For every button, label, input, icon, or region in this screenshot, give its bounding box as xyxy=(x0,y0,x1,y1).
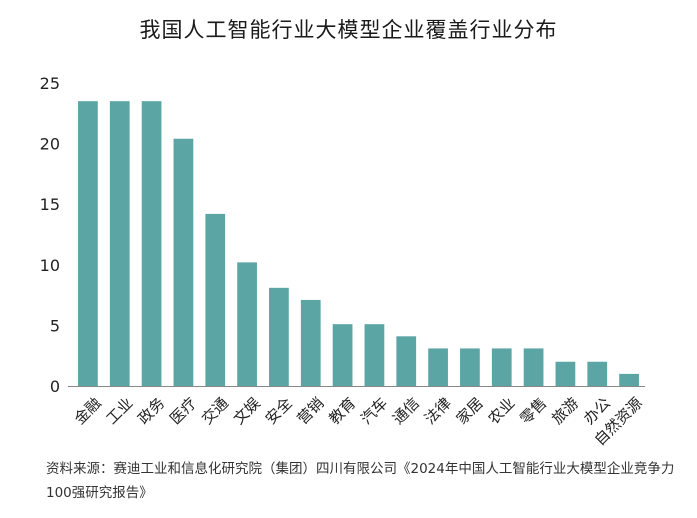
bar-营销 xyxy=(300,299,321,386)
y-tick-label: 5 xyxy=(50,316,60,335)
bar-金融 xyxy=(78,101,98,387)
bar-交通 xyxy=(205,213,226,386)
x-tick-label: 家居 xyxy=(453,394,487,428)
bar-医疗 xyxy=(173,138,194,386)
bar-工业 xyxy=(109,101,130,387)
chart-title: 我国人工智能行业大模型企业覆盖行业分布 xyxy=(139,18,558,42)
x-tick-label: 政务 xyxy=(134,394,168,428)
x-tick-label: 交通 xyxy=(198,394,232,428)
bar-安全 xyxy=(269,287,289,386)
x-tick-label: 法律 xyxy=(421,394,455,428)
x-tick-label: 安全 xyxy=(262,394,296,428)
x-tick-label: 零售 xyxy=(516,394,550,428)
bar-chart: 0 5 10 15 20 25 金融工业政务医疗交通文娱安全营销教育汽车通信法律家居农业零… xyxy=(40,74,646,449)
x-tick-label: 汽车 xyxy=(357,394,391,428)
bar-汽车 xyxy=(364,324,385,386)
bar-旅游 xyxy=(555,361,576,386)
x-tick-label: 文娱 xyxy=(230,394,264,428)
y-tick-label: 10 xyxy=(40,256,60,275)
y-tick-label: 20 xyxy=(40,135,60,154)
bar-农业 xyxy=(491,348,512,386)
y-axis: 0 5 10 15 20 25 xyxy=(40,74,60,396)
x-tick-label: 营销 xyxy=(294,394,328,428)
x-tick-label: 医疗 xyxy=(166,394,200,428)
bar-通信 xyxy=(396,336,417,386)
x-tick-label: 教育 xyxy=(325,394,359,428)
x-tick-label: 通信 xyxy=(389,394,423,428)
bar-教育 xyxy=(332,324,353,386)
x-tick-label: 旅游 xyxy=(548,394,582,428)
bar-法律 xyxy=(428,348,448,386)
x-tick-label: 工业 xyxy=(103,394,137,428)
bars-group xyxy=(78,101,639,387)
y-tick-label: 0 xyxy=(50,377,60,396)
bar-零售 xyxy=(523,348,544,386)
bar-办公 xyxy=(587,361,608,386)
bar-政务 xyxy=(141,101,162,387)
source-note: 资料来源：赛迪工业和信息化研究院（集团）四川有限公司《2024年中国人工智能行业… xyxy=(46,461,675,501)
x-tick-label: 农业 xyxy=(485,394,519,428)
x-tick-label: 金融 xyxy=(71,394,105,428)
bar-文娱 xyxy=(237,262,257,386)
bar-自然资源 xyxy=(619,373,639,386)
bar-家居 xyxy=(460,348,480,386)
y-tick-label: 15 xyxy=(40,195,60,214)
y-tick-label: 25 xyxy=(40,74,60,93)
